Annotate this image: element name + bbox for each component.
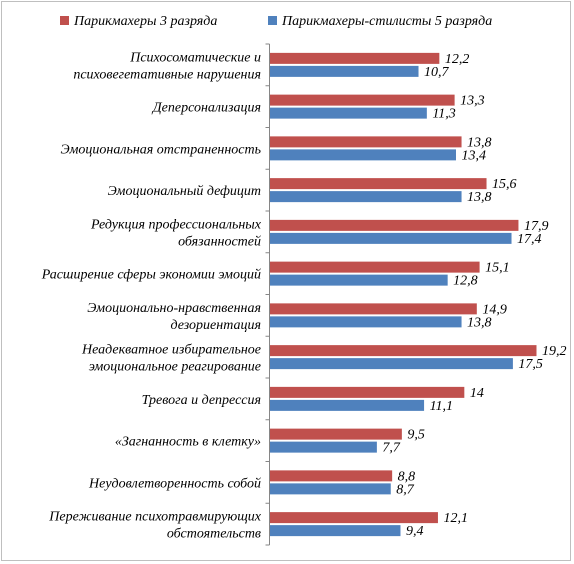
bar-series-1	[270, 512, 438, 524]
data-label-series-2: 8,7	[396, 482, 415, 497]
legend-swatch-1	[60, 16, 69, 25]
data-label-series-1: 15,6	[492, 177, 517, 192]
category-label: Тревога и депрессия	[142, 393, 261, 408]
bar-series-2	[270, 525, 401, 537]
data-label-series-2: 12,8	[453, 274, 478, 289]
data-label-series-2: 17,5	[518, 357, 543, 372]
data-label-series-1: 17,9	[524, 219, 549, 234]
data-label-series-1: 13,8	[467, 135, 492, 150]
data-label-series-1: 19,2	[542, 344, 567, 359]
bar-series-2	[270, 316, 462, 328]
category-label: «Загнанность в клетку»	[115, 435, 261, 450]
category-label: Расширение сферы экономии эмоций	[41, 268, 261, 283]
category-label: психовегетативные нарушения	[73, 67, 261, 82]
legend-swatch-2	[268, 16, 277, 25]
category-label: эмоциональное реагирование	[89, 360, 261, 375]
category-label: Деперсонализация	[151, 101, 261, 116]
bar-series-1	[270, 136, 462, 148]
bar-series-2	[270, 107, 427, 119]
data-label-series-1: 9,5	[407, 428, 425, 443]
category-label: Неудовлетворенность собой	[88, 476, 261, 491]
bar-series-1	[270, 52, 440, 64]
bar-series-1	[270, 386, 465, 398]
bar-series-2	[270, 358, 513, 370]
data-label-series-2: 17,4	[517, 232, 542, 247]
category-label: обстоятельств	[167, 527, 261, 542]
data-label-series-2: 13,4	[461, 148, 486, 163]
data-label-series-2: 9,4	[406, 524, 424, 539]
bar-series-2	[270, 191, 462, 203]
data-label-series-2: 13,8	[467, 190, 492, 205]
bar-series-1	[270, 428, 402, 440]
data-label-series-2: 11,1	[430, 399, 453, 414]
category-label: Переживание психотравмирующих	[48, 510, 262, 525]
data-label-series-2: 7,7	[382, 441, 401, 456]
bar-series-2	[270, 399, 425, 411]
category-label: Эмоциональный дефицит	[108, 184, 261, 199]
bar-series-1	[270, 470, 393, 482]
bar-series-2	[270, 274, 448, 286]
bar-series-1	[270, 94, 455, 106]
bar-series-1	[270, 303, 477, 315]
category-label: Неадекватное избирательное	[81, 343, 261, 358]
data-label-series-1: 12,2	[445, 52, 470, 67]
bar-series-1	[270, 219, 519, 231]
data-label-series-1: 8,8	[398, 469, 416, 484]
category-label: Психосоматические и	[129, 50, 261, 65]
bar-series-2	[270, 232, 512, 244]
bar-series-2	[270, 483, 391, 495]
data-label-series-1: 14	[470, 386, 484, 401]
legend-label-1: Парикмахеры 3 разряда	[73, 14, 217, 29]
data-label-series-1: 12,1	[443, 511, 468, 526]
bar-series-1	[270, 261, 480, 273]
data-label-series-1: 15,1	[485, 261, 510, 276]
bar-series-1	[270, 345, 537, 357]
bar-series-2	[270, 65, 419, 77]
data-label-series-1: 14,9	[482, 302, 507, 317]
bar-series-2	[270, 441, 377, 453]
data-label-series-2: 11,3	[432, 107, 455, 122]
category-label: дезориентация	[170, 318, 261, 333]
bar-series-2	[270, 149, 456, 161]
category-label: обязанностей	[178, 234, 261, 249]
category-label: Эмоционально-нравственная	[87, 301, 261, 316]
category-label: Эмоциональная отстраненность	[61, 142, 261, 157]
bar-series-1	[270, 178, 487, 190]
data-label-series-2: 10,7	[424, 65, 450, 80]
legend-label-2: Парикмахеры-стилисты 5 разряда	[281, 14, 492, 29]
data-label-series-2: 13,8	[467, 315, 492, 330]
data-label-series-1: 13,3	[460, 94, 485, 109]
category-label: Редукция профессиональных	[90, 217, 262, 232]
